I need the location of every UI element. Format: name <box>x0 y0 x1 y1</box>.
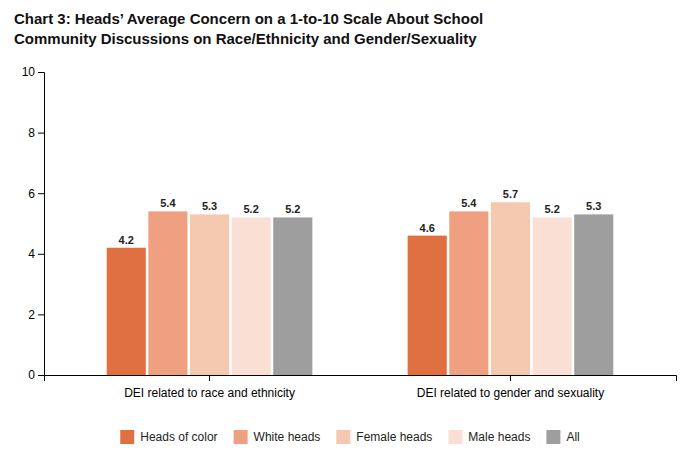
x-tick: DEI related to gender and sexuality <box>417 375 604 400</box>
x-tick-label: DEI related to gender and sexuality <box>417 386 604 400</box>
data-label: 5.2 <box>244 203 259 215</box>
bar <box>491 202 530 375</box>
y-tick-label: 8 <box>28 126 35 140</box>
y-axis: 0 2 4 6 8 10 <box>22 65 45 382</box>
subtitle: Community Discussions on Race/Ethnicity … <box>14 30 477 47</box>
data-label: 4.6 <box>420 222 435 234</box>
bar <box>190 214 229 375</box>
legend-item: White heads <box>234 430 321 444</box>
x-tick-mark <box>209 375 210 381</box>
legend-label: White heads <box>254 430 321 444</box>
bar <box>232 217 271 375</box>
y-tick: 4 <box>28 247 44 261</box>
x-axis-line <box>45 376 677 382</box>
data-label: 5.4 <box>160 197 176 209</box>
legend-swatch <box>448 430 462 444</box>
y-tick-mark <box>38 193 44 194</box>
legend-swatch <box>120 430 134 444</box>
y-tick-label: 0 <box>28 368 35 382</box>
legend-item: Heads of color <box>120 430 217 444</box>
y-tick-mark <box>38 133 44 134</box>
y-tick-mark <box>38 72 44 73</box>
y-tick-mark <box>38 314 44 315</box>
y-tick-mark <box>38 254 44 255</box>
bar <box>408 236 447 375</box>
bar <box>107 248 146 375</box>
data-label: 5.4 <box>461 197 477 209</box>
title-group: Chart 3: Heads’ Average Concern on a 1-t… <box>14 10 483 47</box>
legend-item: Female heads <box>336 430 432 444</box>
y-tick-mark <box>38 375 44 376</box>
y-tick: 8 <box>28 126 44 140</box>
bar <box>574 214 613 375</box>
y-tick: 10 <box>22 65 44 79</box>
data-label: 5.2 <box>285 203 300 215</box>
y-tick-label: 6 <box>28 187 35 201</box>
chart: Chart 3: Heads’ Average Concern on a 1-t… <box>0 0 700 459</box>
legend-label: Male heads <box>468 430 530 444</box>
legend-label: Female heads <box>356 430 432 444</box>
y-tick-label: 2 <box>28 308 35 322</box>
y-axis-line <box>38 73 45 376</box>
legend-swatch <box>336 430 350 444</box>
x-tick-label: DEI related to race and ethnicity <box>124 386 295 400</box>
y-tick: 6 <box>28 187 44 201</box>
data-label: 5.3 <box>586 200 601 212</box>
data-label: 5.2 <box>544 203 559 215</box>
legend-swatch <box>234 430 248 444</box>
data-label: 5.3 <box>202 200 217 212</box>
bars <box>107 202 614 375</box>
plot: 0 2 4 6 8 10 DEI related to race and ethnicity… <box>22 65 677 400</box>
legend-swatch <box>546 430 560 444</box>
data-labels: 4.2 4.6 5.4 5.4 5.3 5.7 5.2 5.2 5.2 5.3 <box>119 188 602 245</box>
x-axis: DEI related to race and ethnicity DEI rel… <box>45 375 677 400</box>
x-tick: DEI related to race and ethnicity <box>124 375 295 400</box>
title: Chart 3: Heads’ Average Concern on a 1-t… <box>14 10 483 27</box>
bar <box>273 217 312 375</box>
bar <box>148 211 187 375</box>
legend-item: Male heads <box>448 430 530 444</box>
legend-label: All <box>566 430 579 444</box>
y-tick-label: 10 <box>22 65 36 79</box>
legend-label: Heads of color <box>140 430 217 444</box>
x-tick-mark <box>510 375 511 381</box>
y-tick: 2 <box>28 308 44 322</box>
legend-item: All <box>546 430 579 444</box>
legend: Heads of color White heads Female heads Mal… <box>120 430 580 444</box>
y-tick: 0 <box>28 368 44 382</box>
bar <box>449 211 488 375</box>
data-label: 5.7 <box>503 188 518 200</box>
data-label: 4.2 <box>119 234 134 246</box>
y-tick-label: 4 <box>28 247 35 261</box>
bar <box>533 217 572 375</box>
